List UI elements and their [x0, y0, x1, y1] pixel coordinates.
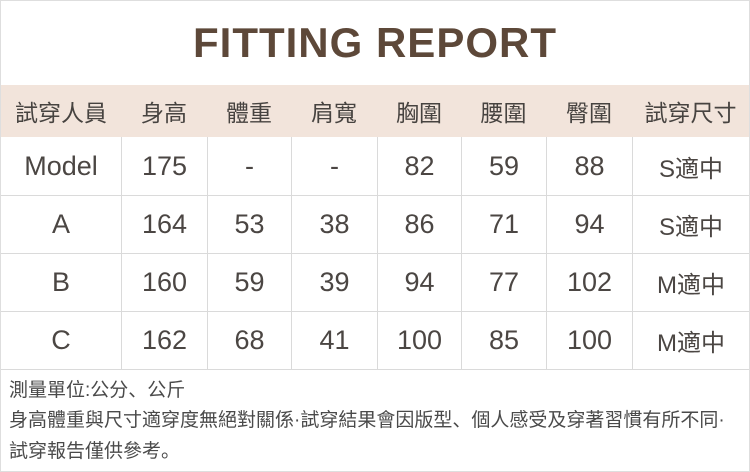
column-header-waist: 腰圍	[480, 100, 527, 126]
cell-waist: 85	[461, 311, 546, 369]
column-header-height: 身高	[141, 100, 187, 126]
cell-chest: 82	[377, 137, 461, 195]
cell-height: 175	[121, 137, 207, 195]
column-header-chest: 胸圍	[396, 100, 442, 126]
cell-waist: 77	[461, 253, 546, 311]
column-header-tester: 試穿人員	[15, 100, 107, 126]
cell-hip: 88	[546, 137, 632, 195]
table-header-row: 試穿人員 身高 體重 肩寬 胸圍 腰圍 臀圍 試穿尺寸	[1, 85, 749, 137]
cell-waist: 71	[461, 195, 546, 253]
cell-tester: Model	[24, 150, 98, 181]
cell-shoulder: 38	[291, 195, 377, 253]
cell-tester: A	[1, 195, 121, 253]
cell-shoulder: 39	[291, 253, 377, 311]
cell-height: 162	[121, 311, 207, 369]
cell-weight: 59	[207, 253, 291, 311]
cell-fit-size: M適中	[632, 311, 749, 369]
table-row-c: C 162 68 41 100 85 100 M適中	[1, 311, 749, 369]
cell-tester: B	[1, 253, 121, 311]
cell-fit-size: M適中	[632, 253, 749, 311]
table-row-a: A 164 53 38 86 71 94 S適中	[1, 195, 749, 253]
cell-hip: 100	[546, 311, 632, 369]
cell-weight: 68	[207, 311, 291, 369]
column-header-hip: 臀圍	[566, 100, 612, 126]
table-row-b: B 160 59 39 94 77 102 M適中	[1, 253, 749, 311]
table-row-model: Model 175 - - 82 59 88 S適中	[1, 137, 749, 195]
column-header-fit-size: 試穿尺寸	[644, 100, 737, 126]
cell-weight: 53	[207, 195, 291, 253]
cell-height: 164	[121, 195, 207, 253]
title-bar: FITTING REPORT	[1, 1, 749, 85]
cell-hip: 94	[546, 195, 632, 253]
notes-section: 測量單位:公分、公斤 身高體重與尺寸適穿度無絕對關係·試穿結果會因版型、個人感受…	[1, 369, 749, 471]
cell-hip: 102	[546, 253, 632, 311]
cell-height: 160	[121, 253, 207, 311]
cell-fit-size: S適中	[632, 137, 749, 195]
cell-fit-size: S適中	[632, 195, 749, 253]
disclaimer-note: 身高體重與尺寸適穿度無絕對關係·試穿結果會因版型、個人感受及穿著習慣有所不同·試…	[9, 410, 725, 462]
cell-waist: 59	[461, 137, 546, 195]
cell-chest: 86	[377, 195, 461, 253]
cell-shoulder: 41	[291, 311, 377, 369]
cell-chest: 100	[377, 311, 461, 369]
cell-shoulder: -	[291, 137, 377, 195]
cell-chest: 94	[377, 253, 461, 311]
page-title: FITTING REPORT	[193, 19, 557, 66]
measurement-unit-note: 測量單位:公分、公斤	[9, 380, 186, 401]
column-header-shoulder: 肩寬	[311, 100, 357, 126]
column-header-weight: 體重	[226, 100, 272, 126]
cell-tester: C	[1, 311, 121, 369]
cell-weight: -	[207, 137, 291, 195]
